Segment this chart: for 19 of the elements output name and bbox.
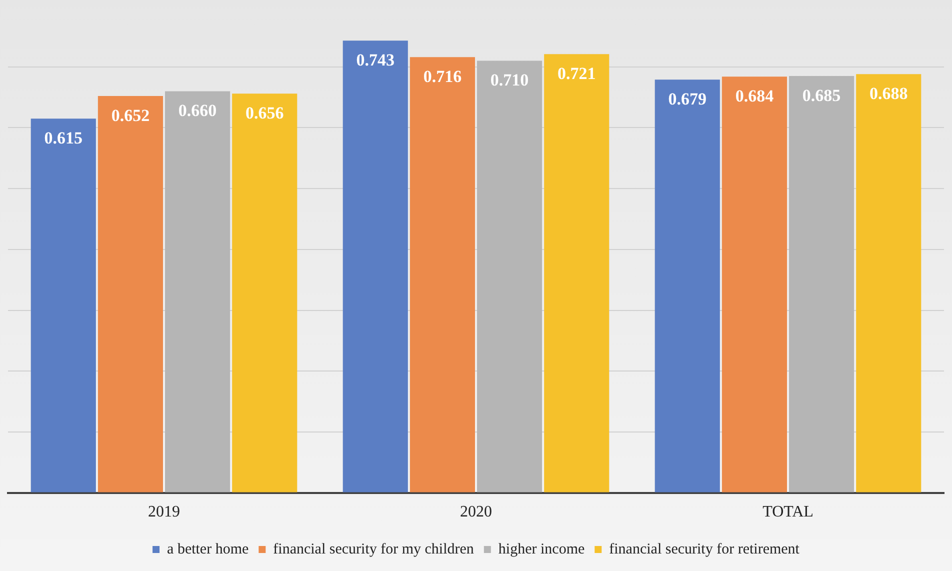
legend-label: financial security for retirement (609, 541, 800, 558)
x-tick-label: 2020 (460, 504, 492, 521)
data-label: 0.716 (423, 67, 462, 86)
data-label: 0.652 (111, 106, 150, 125)
data-label: 0.679 (668, 90, 707, 109)
data-label: 0.684 (735, 86, 774, 106)
data-label: 0.743 (356, 50, 395, 70)
legend-label: financial security for my children (273, 541, 474, 558)
data-label: 0.710 (490, 70, 529, 90)
data-label: 0.660 (178, 101, 217, 120)
data-label: 0.685 (802, 86, 841, 105)
data-label: 0.615 (44, 128, 83, 148)
data-label: 0.721 (557, 64, 596, 83)
data-label: 0.688 (869, 84, 908, 104)
x-tick-label: TOTAL (762, 504, 814, 521)
data-label: 0.656 (245, 104, 284, 123)
legend-label: higher income (498, 541, 585, 558)
legend-label: a better home (167, 541, 250, 558)
x-tick-label: 2019 (148, 504, 180, 521)
